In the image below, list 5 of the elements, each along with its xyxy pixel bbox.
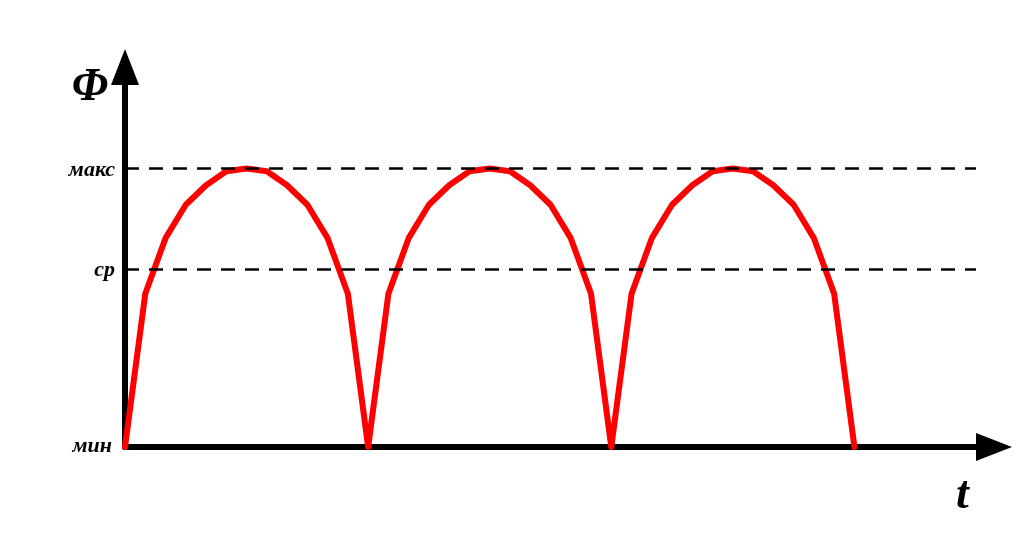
x-axis-title: t bbox=[956, 466, 970, 518]
text: мин bbox=[71, 431, 113, 457]
y-axis-title: Φ bbox=[71, 58, 109, 110]
ref-line-label: ср bbox=[94, 256, 115, 282]
ref-line-label: макс bbox=[67, 156, 116, 182]
